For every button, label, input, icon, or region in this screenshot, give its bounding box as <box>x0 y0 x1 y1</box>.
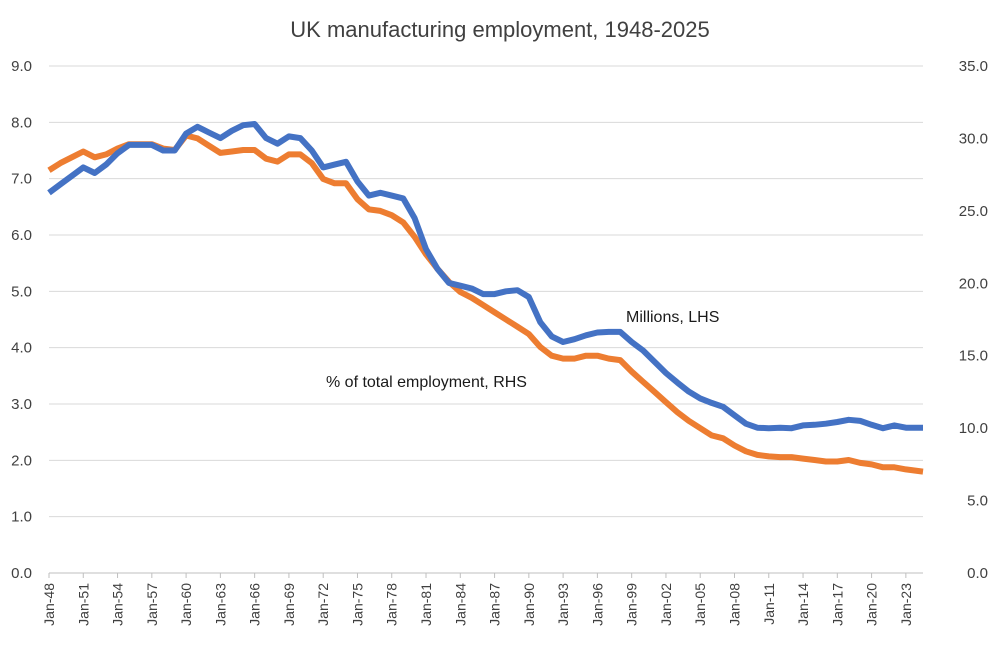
right-y-tick-label: 35.0 <box>959 58 988 75</box>
x-tick-label: Jan-63 <box>212 583 228 626</box>
annotation-pct-total-employment-rhs: % of total employment, RHS <box>326 374 527 391</box>
x-tick-label: Jan-90 <box>521 583 537 626</box>
right-y-tick-label: 25.0 <box>959 203 988 220</box>
x-tick-label: Jan-60 <box>178 583 194 626</box>
left-y-tick-label: 1.0 <box>11 509 32 526</box>
x-tick-label: Jan-57 <box>144 583 160 626</box>
left-y-tick-label: 3.0 <box>11 396 32 413</box>
x-tick-label: Jan-72 <box>315 583 331 626</box>
left-y-tick-label: 7.0 <box>11 171 32 188</box>
x-tick-label: Jan-11 <box>761 583 777 625</box>
right-y-tick-label: 20.0 <box>959 275 988 292</box>
x-tick-label: Jan-54 <box>110 583 126 626</box>
x-tick-label: Jan-17 <box>829 583 845 626</box>
series-line-pct-total-employment <box>47 132 924 475</box>
x-axis: Jan-48 Jan-51 Jan-54 Jan-57 Jan-60 Jan-63 Jan-… <box>41 572 923 626</box>
x-tick-label: Jan-05 <box>692 583 708 626</box>
right-y-tick-label: 5.0 <box>967 493 988 510</box>
x-tick-label: Jan-87 <box>487 583 503 626</box>
right-y-tick-label: 15.0 <box>959 348 988 365</box>
left-y-tick-label: 4.0 <box>11 340 32 357</box>
chart-title: UK manufacturing employment, 1948-2025 <box>290 17 709 42</box>
right-y-tick-label: 10.0 <box>959 420 988 437</box>
x-tick-label: Jan-99 <box>624 583 640 626</box>
x-tick-label: Jan-23 <box>898 583 914 626</box>
x-tick-label: Jan-66 <box>247 583 263 626</box>
left-y-tick-label: 5.0 <box>11 283 32 300</box>
right-y-tick-label: 0.0 <box>967 565 988 582</box>
left-y-tick-label: 0.0 <box>11 565 32 582</box>
x-tick-label: Jan-02 <box>658 583 674 626</box>
left-y-tick-label: 9.0 <box>11 58 32 75</box>
x-tick-label: Jan-75 <box>349 583 365 626</box>
x-tick-label: Jan-84 <box>452 583 468 626</box>
x-tick-label: Jan-78 <box>384 583 400 626</box>
x-tick-label: Jan-81 <box>418 583 434 626</box>
annotation-millions-lhs: Millions, LHS <box>626 309 719 326</box>
left-y-tick-label: 6.0 <box>11 227 32 244</box>
x-tick-label: Jan-51 <box>75 583 91 626</box>
x-tick-label: Jan-93 <box>555 583 571 626</box>
x-tick-label: Jan-20 <box>864 583 880 626</box>
left-y-tick-label: 2.0 <box>11 452 32 469</box>
x-tick-label: Jan-14 <box>795 583 811 626</box>
right-y-tick-label: 30.0 <box>959 130 988 147</box>
x-tick-label: Jan-08 <box>726 583 742 626</box>
x-tick-label: Jan-96 <box>589 583 605 626</box>
left-y-axis: 0.0 1.0 2.0 3.0 4.0 5.0 6.0 7.0 8.0 9.0 <box>11 58 32 582</box>
x-tick-label: Jan-69 <box>281 583 297 626</box>
x-tick-label: Jan-48 <box>41 583 57 626</box>
series-line-millions <box>47 121 923 432</box>
right-y-axis: 0.0 5.0 10.0 15.0 20.0 25.0 30.0 35.0 <box>959 58 988 582</box>
series-lines <box>47 121 924 475</box>
left-y-tick-label: 8.0 <box>11 114 32 131</box>
